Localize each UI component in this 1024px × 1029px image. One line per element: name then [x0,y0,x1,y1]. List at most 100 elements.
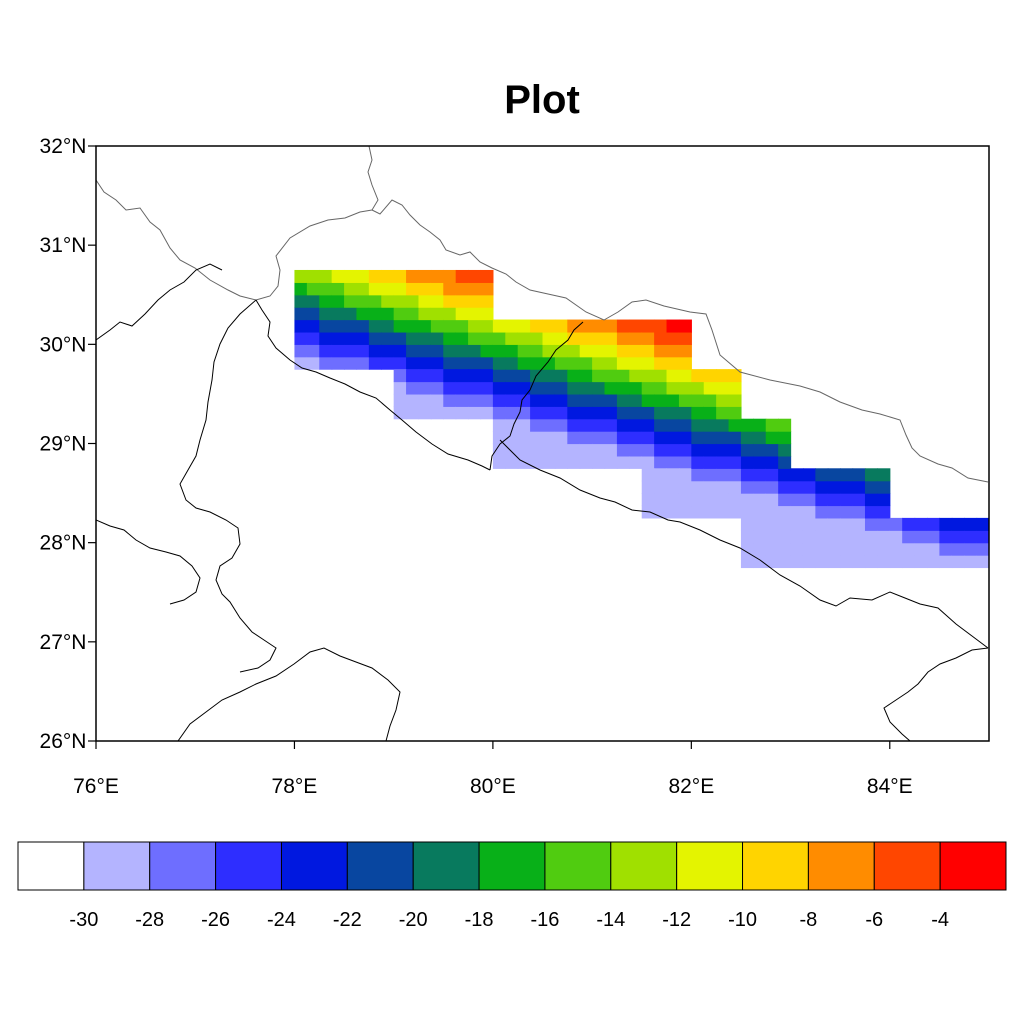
field-cell [802,555,816,569]
field-cell [976,555,989,569]
field-cell [368,269,382,283]
field-cell [802,480,816,494]
field-cell [418,381,432,395]
field-cell [406,344,420,358]
field-cell [864,555,878,569]
field-cell [492,443,506,457]
field-cell [852,493,866,507]
field-cell [753,542,767,556]
field-cell [902,555,916,569]
field-cell [542,455,556,469]
field-cell [765,493,779,507]
field-cell [579,418,593,432]
field-cell [306,269,320,283]
field-cell [443,294,457,308]
field-cell [331,319,345,333]
field-cell [778,493,792,507]
field-cell [368,356,382,370]
field-cell [554,344,568,358]
bihar-border [883,647,989,741]
field-cell [592,331,606,345]
field-cell [505,331,519,345]
field-cell [418,369,432,383]
field-cell [778,555,792,569]
field-cell [616,431,630,445]
field-cell [579,431,593,445]
field-cell [666,369,680,383]
field-cell [716,406,730,420]
colorbar-label: -30 [69,909,98,931]
field-cell [567,431,581,445]
field-cell [753,480,767,494]
field-cell [592,406,606,420]
field-cell [430,282,444,296]
field-cell [492,393,506,407]
field-cell [517,393,531,407]
field-cell [666,393,680,407]
field-cell [678,505,692,519]
field-cell [306,294,320,308]
field-cell [678,418,692,432]
y-tick-label: 29°N [40,433,87,456]
field-cell [678,393,692,407]
field-cell [393,331,407,345]
field-cell [430,294,444,308]
field-cell [331,356,345,370]
field-cell [790,468,804,482]
colorbar-label: -20 [399,909,428,931]
west-border [96,263,223,341]
field-cell [306,331,320,345]
field-cell [517,406,531,420]
boundary-lines [96,146,989,741]
field-cell [629,393,643,407]
field-cell [728,381,742,395]
colorbar-label: -10 [728,909,757,931]
field-cell [393,319,407,333]
field-cell [678,443,692,457]
colorbar-swatch [149,841,217,891]
colorbar-swatch [280,841,348,891]
field-cell [592,393,606,407]
field-cell [579,356,593,370]
field-cell [319,319,333,333]
field-cell [802,530,816,544]
field-cell [864,493,878,507]
field-cell [430,331,444,345]
field-cell [678,493,692,507]
field-cell [480,406,494,420]
field-cell [294,331,308,345]
field-cell [728,455,742,469]
field-cell [790,517,804,531]
field-cell [319,307,333,321]
field-cell [505,443,519,457]
field-cell [443,344,457,358]
field-cell [815,517,829,531]
nepal-northern-border [367,146,989,483]
field-cell [331,282,345,296]
field-cell [542,443,556,457]
field-cell [430,269,444,283]
field-cell [716,505,730,519]
field-cell [716,493,730,507]
field-cell [778,418,792,432]
field-cell [753,468,767,482]
field-cell [691,369,705,383]
field-cell [877,530,891,544]
field-cell [604,443,618,457]
field-cell [889,555,903,569]
field-cell [753,505,767,519]
field-cell [641,356,655,370]
field-cell [480,344,494,358]
field-cell [294,344,308,358]
plot-title: Plot [504,78,580,122]
field-cell [691,505,705,519]
field-cell [877,517,891,531]
colorbar-label: -26 [201,909,230,931]
field-cell [530,455,544,469]
field-cell [480,356,494,370]
field-cell [753,431,767,445]
field-cell [368,344,382,358]
field-cell [629,331,643,345]
field-cell [840,542,854,556]
field-cell [716,431,730,445]
